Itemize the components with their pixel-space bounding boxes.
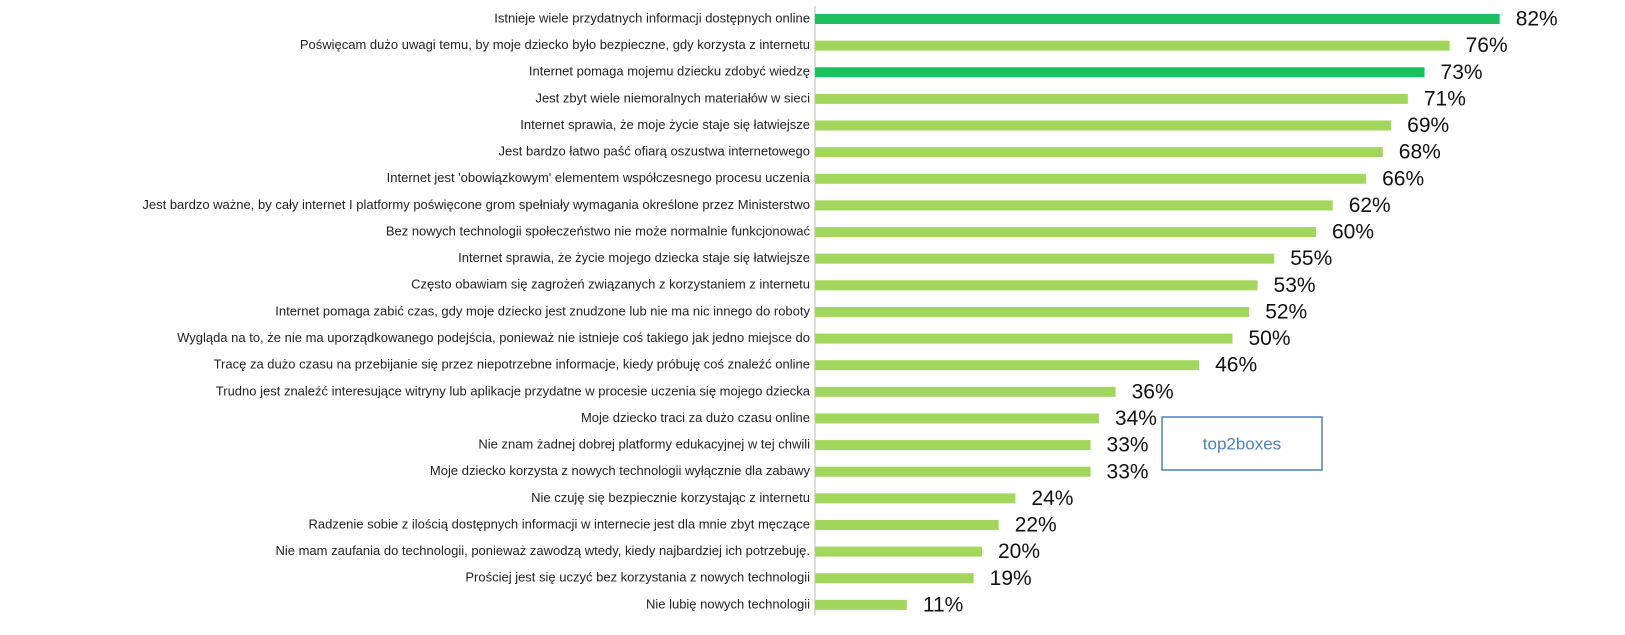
value-label: 55% xyxy=(1290,247,1332,270)
value-label: 53% xyxy=(1274,274,1316,297)
value-label: 62% xyxy=(1349,194,1391,217)
value-label: 52% xyxy=(1265,300,1307,323)
category-label: Istnieje wiele przydatnych informacji do… xyxy=(494,10,810,25)
category-label: Nie lubię nowych technologii xyxy=(646,596,810,611)
bar xyxy=(815,386,1116,397)
bar xyxy=(815,200,1333,211)
category-label: Radzenie sobie z ilością dostępnych info… xyxy=(309,516,810,531)
category-label: Nie czuję się bezpiecznie korzystając z … xyxy=(531,490,810,505)
category-label: Internet pomaga mojemu dziecku zdobyć wi… xyxy=(529,64,810,79)
category-label: Często obawiam się zagrożeń związanych z… xyxy=(411,277,810,292)
bar xyxy=(815,440,1091,451)
value-label: 24% xyxy=(1031,487,1073,510)
bar xyxy=(815,173,1367,184)
bar xyxy=(815,546,982,557)
category-label: Jest bardzo łatwo paść ofiarą oszustwa i… xyxy=(499,144,810,159)
category-label: Moje dziecko traci za dużo czasu online xyxy=(581,410,810,425)
value-label: 82% xyxy=(1516,8,1558,31)
bar xyxy=(815,466,1091,477)
value-label: 60% xyxy=(1332,221,1374,244)
category-label: Internet pomaga zabić czas, gdy moje dzi… xyxy=(275,303,810,318)
value-label: 19% xyxy=(990,567,1032,590)
bar xyxy=(815,493,1016,504)
value-label: 76% xyxy=(1466,34,1508,57)
bar xyxy=(815,253,1275,264)
bar xyxy=(815,599,907,610)
bar xyxy=(815,93,1408,104)
bar xyxy=(815,280,1258,291)
value-label: 36% xyxy=(1132,380,1174,403)
bar xyxy=(815,360,1200,371)
value-label: 46% xyxy=(1215,354,1257,377)
category-label: Internet sprawia, że moje życie staje si… xyxy=(520,117,810,132)
category-label: Internet sprawia, że życie mojego dzieck… xyxy=(458,250,810,265)
value-label: 69% xyxy=(1407,114,1449,137)
category-label: Poświęcam dużo uwagi temu, by moje dziec… xyxy=(300,37,810,52)
value-label: 11% xyxy=(923,593,963,616)
category-label: Bez nowych technologii społeczeństwo nie… xyxy=(386,223,811,238)
category-label: Tracę za dużo czasu na przebijanie się p… xyxy=(214,357,810,372)
bar xyxy=(815,333,1233,344)
category-label: Prościej jest się uczyć bez korzystania … xyxy=(465,570,810,585)
bar xyxy=(815,519,999,530)
bar xyxy=(815,40,1450,51)
value-label: 66% xyxy=(1382,167,1424,190)
category-label: Wygląda na to, że nie ma uporządkowanego… xyxy=(177,330,810,345)
value-label: 34% xyxy=(1115,407,1157,430)
bar xyxy=(815,306,1250,317)
category-label: Nie znam żadnej dobrej platformy edukacy… xyxy=(478,437,810,452)
bar xyxy=(815,120,1392,131)
value-label: 33% xyxy=(1107,434,1149,457)
value-label: 68% xyxy=(1399,141,1441,164)
category-label: Jest zbyt wiele niemoralnych materiałów … xyxy=(535,90,810,105)
category-label: Nie mam zaufania do technologii, poniewa… xyxy=(275,543,810,558)
value-label: 73% xyxy=(1441,61,1483,84)
bar xyxy=(815,14,1500,24)
annotation-box xyxy=(1161,416,1323,471)
bar xyxy=(815,413,1099,424)
category-label: Jest bardzo ważne, by cały internet I pl… xyxy=(142,197,810,212)
bar xyxy=(815,573,974,584)
category-label: Internet jest 'obowiązkowym' elementem w… xyxy=(387,170,811,185)
value-label: 20% xyxy=(998,540,1040,563)
bar xyxy=(815,227,1316,238)
category-label: Moje dziecko korzysta z nowych technolog… xyxy=(430,463,811,478)
bar xyxy=(815,147,1383,158)
category-label: Trudno jest znaleźć interesujące witryny… xyxy=(216,383,811,398)
value-label: 50% xyxy=(1249,327,1291,350)
value-label: 33% xyxy=(1107,460,1149,483)
value-label: 22% xyxy=(1015,514,1057,537)
bar xyxy=(815,67,1425,78)
value-label: 71% xyxy=(1424,87,1466,110)
annotation: top2boxes xyxy=(1203,434,1281,453)
